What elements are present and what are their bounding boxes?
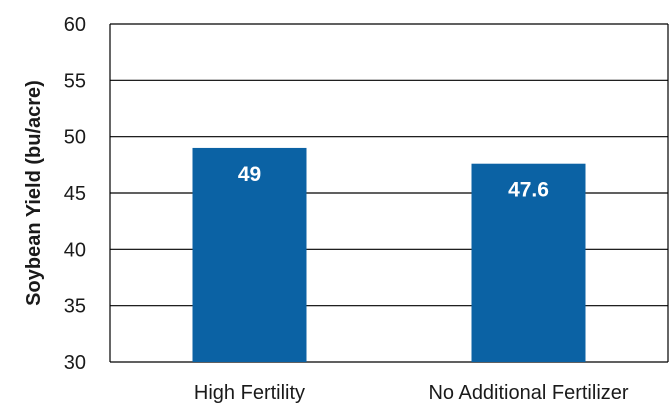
y-tick-label: 55 <box>64 70 86 92</box>
y-axis-label: Soybean Yield (bu/acre) <box>23 80 45 306</box>
y-tick-label: 50 <box>64 127 86 149</box>
category-labels: High Fertility No Additional Fertilizer <box>194 382 629 404</box>
bars <box>192 147 586 362</box>
y-tick-label: 30 <box>64 352 86 374</box>
data-labels: 49 47.6 <box>238 163 549 202</box>
data-label: 49 <box>238 163 261 186</box>
y-tick-label: 45 <box>64 183 86 205</box>
category-label: No Additional Fertilizer <box>428 382 628 404</box>
y-tick-label: 60 <box>64 14 86 36</box>
y-tick-label: 40 <box>64 239 86 261</box>
y-tick-labels: 30 35 40 45 50 55 60 <box>64 14 86 374</box>
bar-0 <box>192 147 307 362</box>
y-tick-label: 35 <box>64 296 86 318</box>
bar-1 <box>471 163 586 362</box>
data-label: 47.6 <box>508 179 549 202</box>
category-label: High Fertility <box>194 382 305 404</box>
